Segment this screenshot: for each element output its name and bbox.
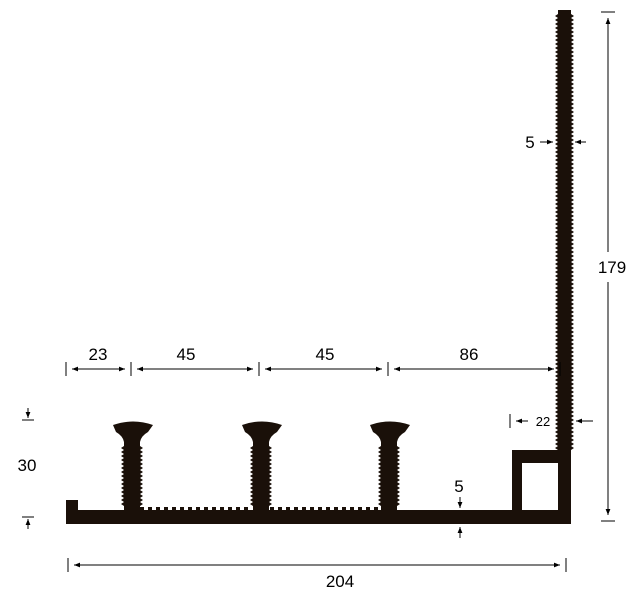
dim-anchor-height: 30 — [18, 408, 37, 529]
dim-spacing-row: 23 45 45 86 — [65, 345, 561, 376]
dim-label-height: 179 — [598, 258, 626, 277]
dim-label-wall-thickness: 5 — [525, 133, 534, 152]
dim-label-base-thickness: 5 — [454, 477, 463, 496]
anchor-3 — [370, 421, 410, 512]
left-lip — [66, 500, 78, 524]
dim-label-spacing-2: 45 — [177, 345, 196, 364]
dim-label-anchor-height: 30 — [18, 456, 37, 475]
serration-1 — [140, 507, 248, 510]
base-strip — [68, 510, 571, 524]
dim-total-width: 204 — [67, 558, 567, 591]
vertical-wall — [555, 10, 574, 524]
dim-box-width: 22 — [509, 414, 593, 429]
dim-base-thickness: 5 — [454, 477, 464, 538]
dim-label-spacing-4: 86 — [460, 345, 479, 364]
dim-height: 179 — [593, 11, 633, 522]
dim-label-total-width: 204 — [326, 572, 354, 591]
anchor-1 — [113, 421, 153, 512]
profile-shape — [66, 10, 574, 524]
dim-wall-thickness: 5 — [525, 133, 586, 152]
serration-2 — [270, 507, 378, 510]
dim-label-box-width: 22 — [536, 414, 550, 429]
anchor-2 — [242, 421, 282, 512]
dim-label-spacing-1: 23 — [89, 345, 108, 364]
dim-label-spacing-3: 45 — [316, 345, 335, 364]
